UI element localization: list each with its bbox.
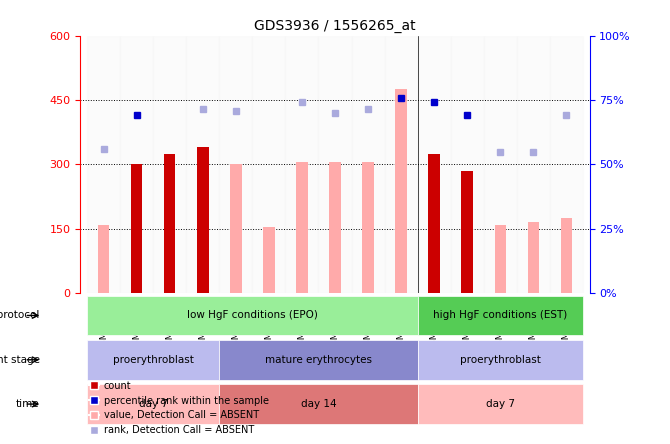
Text: day 7: day 7 <box>139 399 168 409</box>
Bar <box>362 162 374 293</box>
FancyBboxPatch shape <box>219 340 417 380</box>
Text: proerythroblast: proerythroblast <box>113 355 194 365</box>
Bar <box>87 36 120 293</box>
FancyBboxPatch shape <box>87 384 219 424</box>
Bar <box>318 36 352 293</box>
Bar <box>285 36 318 293</box>
FancyBboxPatch shape <box>417 296 583 335</box>
Text: high HgF conditions (EST): high HgF conditions (EST) <box>433 310 567 321</box>
FancyBboxPatch shape <box>417 384 583 424</box>
Bar <box>451 36 484 293</box>
Bar <box>417 36 451 293</box>
Bar <box>550 36 583 293</box>
Text: proerythroblast: proerythroblast <box>460 355 541 365</box>
FancyBboxPatch shape <box>219 384 417 424</box>
Bar <box>494 225 506 293</box>
Bar <box>517 36 550 293</box>
Bar <box>527 222 539 293</box>
Bar <box>329 162 341 293</box>
Text: day 7: day 7 <box>486 399 515 409</box>
Bar <box>263 227 275 293</box>
Bar <box>352 36 385 293</box>
Bar <box>395 89 407 293</box>
Bar <box>484 36 517 293</box>
Bar <box>120 36 153 293</box>
Bar <box>428 154 440 293</box>
Bar <box>186 36 219 293</box>
Bar <box>561 218 572 293</box>
FancyBboxPatch shape <box>87 296 417 335</box>
Bar <box>164 154 176 293</box>
Text: day 14: day 14 <box>301 399 336 409</box>
Bar <box>219 36 253 293</box>
Bar <box>197 147 208 293</box>
FancyBboxPatch shape <box>417 340 583 380</box>
Bar <box>385 36 417 293</box>
Text: low HgF conditions (EPO): low HgF conditions (EPO) <box>187 310 318 321</box>
Title: GDS3936 / 1556265_at: GDS3936 / 1556265_at <box>254 19 416 33</box>
Bar <box>296 162 308 293</box>
Bar <box>131 164 143 293</box>
Bar <box>462 171 473 293</box>
Text: development stage: development stage <box>0 355 40 365</box>
Text: mature erythrocytes: mature erythrocytes <box>265 355 372 365</box>
Text: growth protocol: growth protocol <box>0 310 40 321</box>
Text: time: time <box>16 399 40 409</box>
Bar <box>230 164 242 293</box>
FancyBboxPatch shape <box>87 340 219 380</box>
Bar <box>153 36 186 293</box>
Legend: count, percentile rank within the sample, value, Detection Call = ABSENT, rank, : count, percentile rank within the sample… <box>85 377 273 439</box>
Bar <box>98 225 109 293</box>
Bar <box>253 36 285 293</box>
